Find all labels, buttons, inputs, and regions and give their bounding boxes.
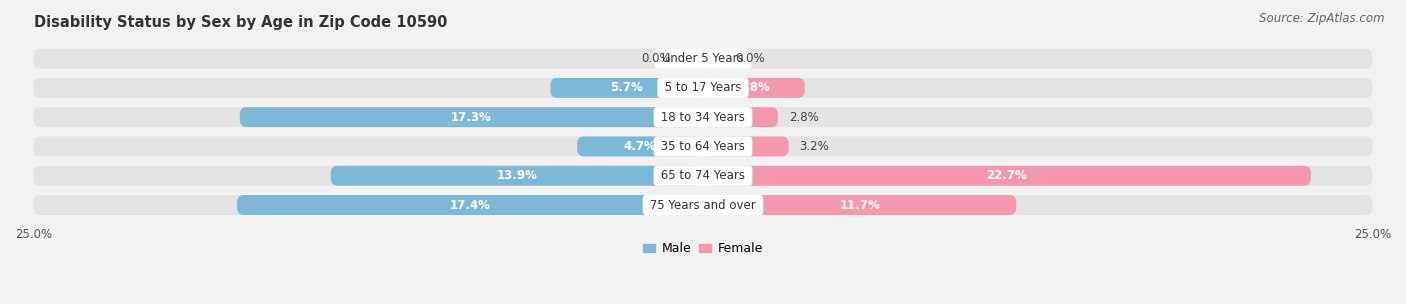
FancyBboxPatch shape bbox=[34, 166, 1372, 186]
FancyBboxPatch shape bbox=[34, 49, 1372, 69]
FancyBboxPatch shape bbox=[34, 195, 1372, 215]
Text: Source: ZipAtlas.com: Source: ZipAtlas.com bbox=[1260, 12, 1385, 25]
FancyBboxPatch shape bbox=[34, 78, 1372, 98]
FancyBboxPatch shape bbox=[330, 166, 703, 186]
Text: 5 to 17 Years: 5 to 17 Years bbox=[661, 81, 745, 94]
FancyBboxPatch shape bbox=[703, 78, 804, 98]
Text: 75 Years and over: 75 Years and over bbox=[647, 199, 759, 212]
Text: 35 to 64 Years: 35 to 64 Years bbox=[657, 140, 749, 153]
Text: 2.8%: 2.8% bbox=[789, 111, 818, 124]
FancyBboxPatch shape bbox=[576, 136, 703, 157]
FancyBboxPatch shape bbox=[703, 107, 778, 127]
Text: 18 to 34 Years: 18 to 34 Years bbox=[657, 111, 749, 124]
Text: Under 5 Years: Under 5 Years bbox=[658, 52, 748, 65]
FancyBboxPatch shape bbox=[703, 195, 1017, 215]
Text: 3.8%: 3.8% bbox=[738, 81, 770, 94]
Text: 17.4%: 17.4% bbox=[450, 199, 491, 212]
Text: 11.7%: 11.7% bbox=[839, 199, 880, 212]
Text: 0.0%: 0.0% bbox=[641, 52, 671, 65]
FancyBboxPatch shape bbox=[34, 107, 1372, 127]
FancyBboxPatch shape bbox=[703, 166, 1310, 186]
Text: 3.2%: 3.2% bbox=[800, 140, 830, 153]
Text: 5.7%: 5.7% bbox=[610, 81, 643, 94]
FancyBboxPatch shape bbox=[240, 107, 703, 127]
Text: 13.9%: 13.9% bbox=[496, 169, 537, 182]
Text: 22.7%: 22.7% bbox=[987, 169, 1028, 182]
Text: 65 to 74 Years: 65 to 74 Years bbox=[657, 169, 749, 182]
FancyBboxPatch shape bbox=[550, 78, 703, 98]
Text: 17.3%: 17.3% bbox=[451, 111, 492, 124]
Text: 4.7%: 4.7% bbox=[624, 140, 657, 153]
FancyBboxPatch shape bbox=[703, 136, 789, 157]
FancyBboxPatch shape bbox=[238, 195, 703, 215]
Text: 0.0%: 0.0% bbox=[735, 52, 765, 65]
Legend: Male, Female: Male, Female bbox=[638, 237, 768, 261]
Text: Disability Status by Sex by Age in Zip Code 10590: Disability Status by Sex by Age in Zip C… bbox=[34, 15, 447, 30]
FancyBboxPatch shape bbox=[34, 136, 1372, 157]
